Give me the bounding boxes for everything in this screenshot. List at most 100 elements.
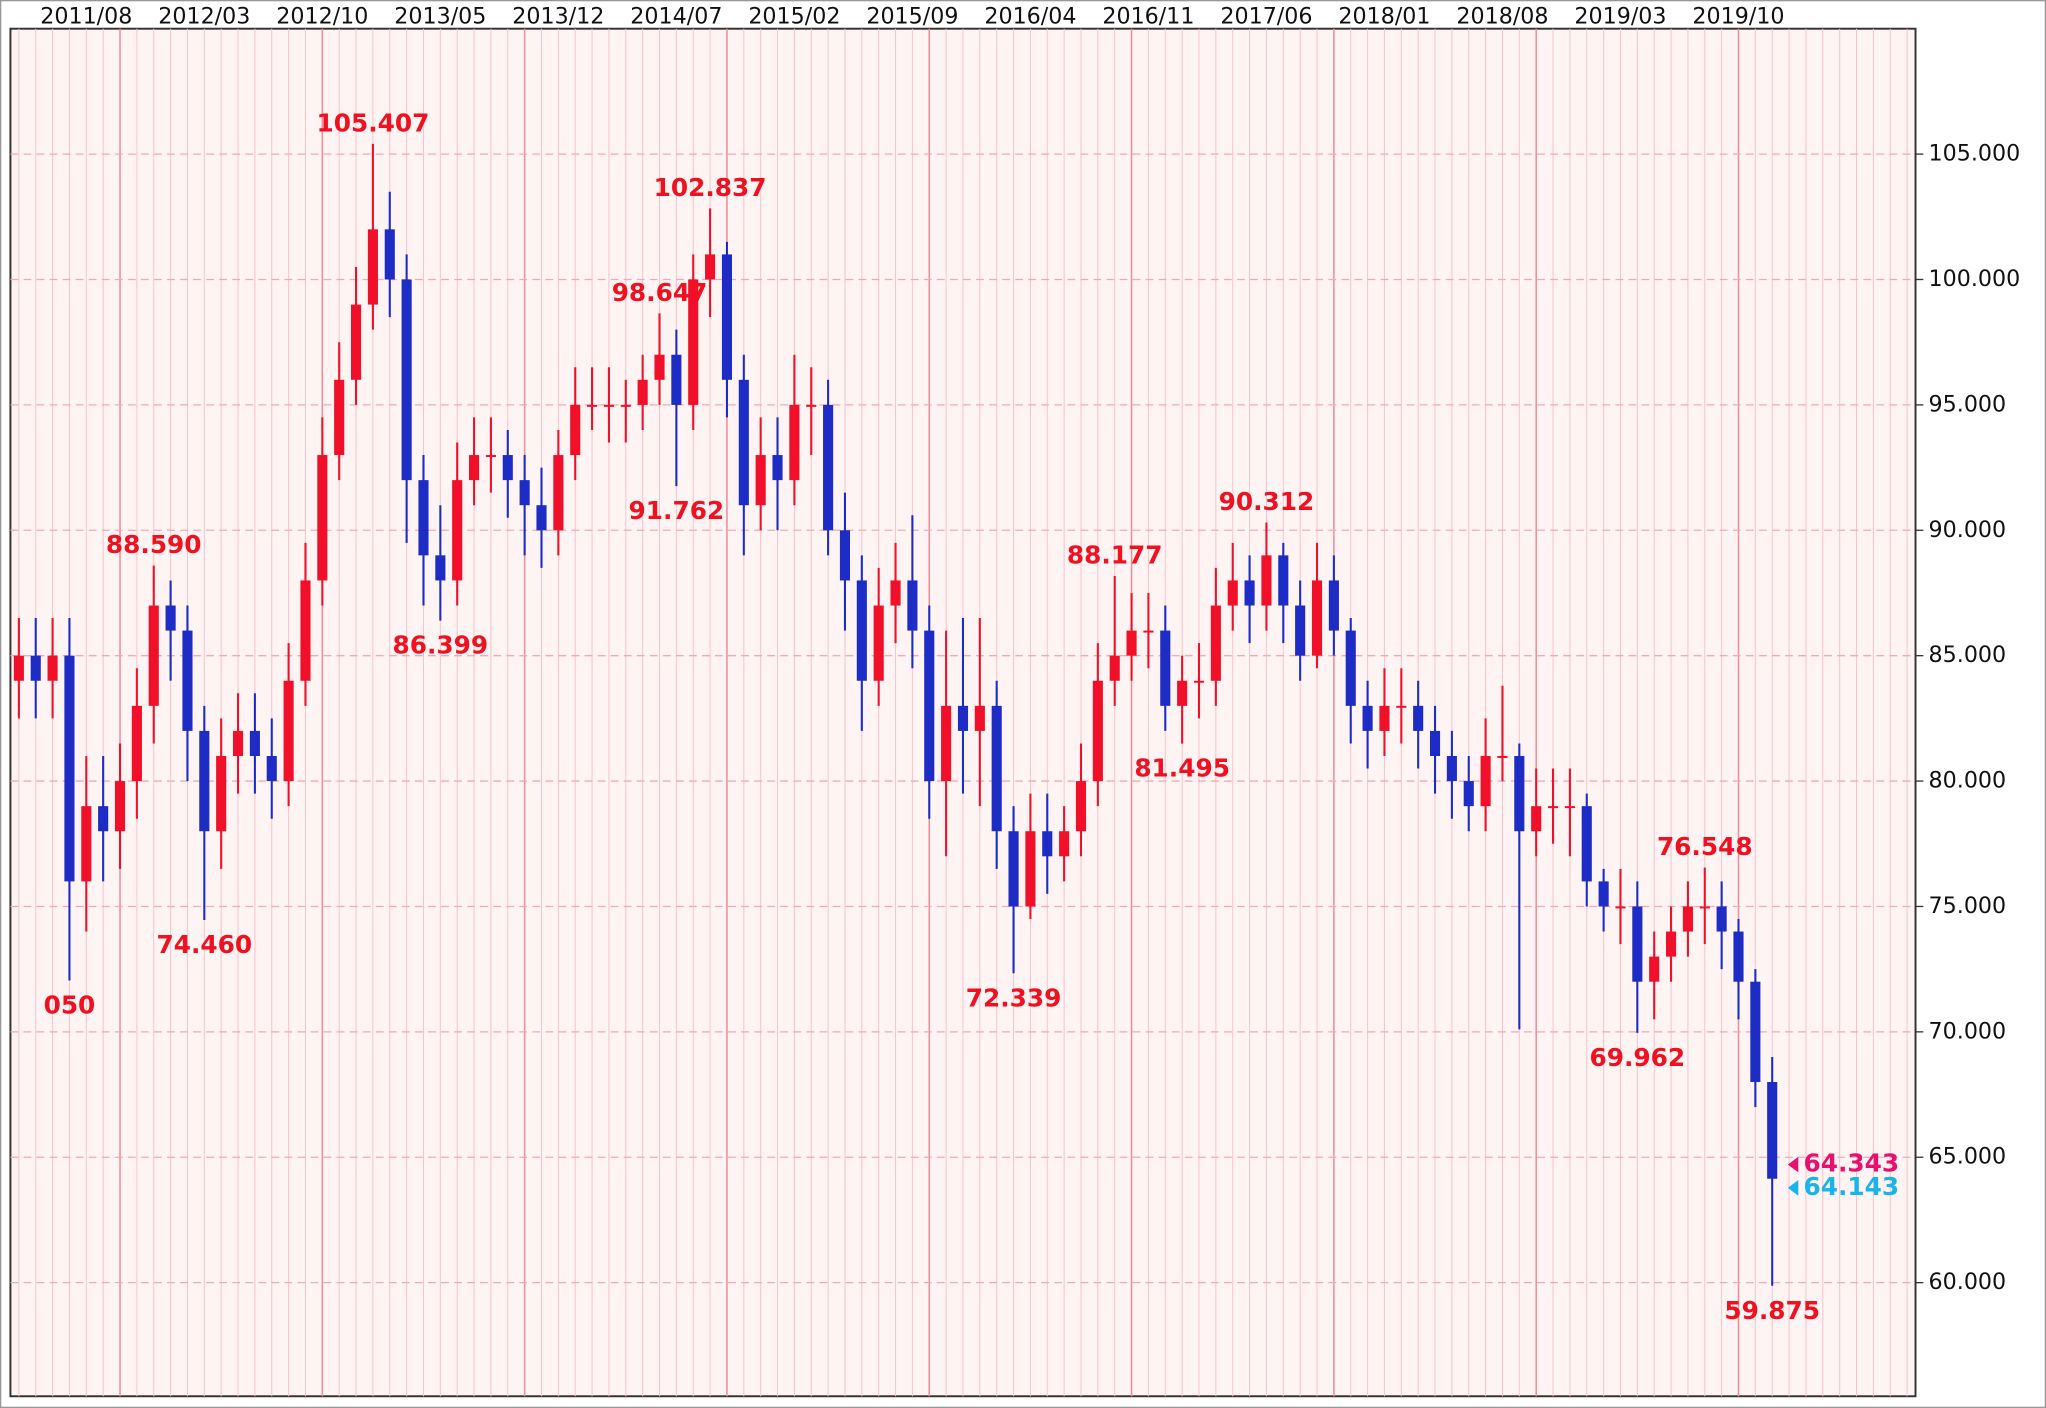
extreme-label: 105.407 (316, 108, 429, 137)
candle-body (401, 279, 412, 481)
x-tick-label: 2011/08 (40, 3, 132, 29)
candle-body (907, 580, 918, 631)
x-tick-label: 2016/04 (984, 3, 1076, 29)
candle-body (1109, 655, 1120, 681)
candle-body (1295, 605, 1306, 656)
candle-body (98, 806, 109, 832)
candle-body (1396, 705, 1407, 708)
candle-body (991, 705, 1002, 832)
candle-body (603, 404, 614, 407)
candle-body (620, 404, 631, 407)
candle-body (435, 555, 446, 581)
candle-body (536, 505, 547, 531)
candle-body (1059, 831, 1070, 857)
candle-body (1716, 906, 1727, 932)
y-tick-label: 95.000 (1929, 391, 2007, 417)
y-tick-label: 100.000 (1929, 266, 2021, 292)
candle-body (587, 404, 598, 407)
extreme-label: 90.312 (1219, 487, 1315, 516)
y-tick-label: 90.000 (1929, 517, 2007, 543)
extreme-label: 91.762 (629, 496, 725, 525)
candle-body (384, 229, 395, 280)
candle-body (1547, 806, 1559, 809)
candle-body (1699, 906, 1710, 909)
candle-body (1767, 1082, 1778, 1179)
candle-body (182, 630, 193, 731)
candle-body (1733, 931, 1744, 982)
x-tick-label: 2018/01 (1338, 3, 1430, 29)
candle-body (1413, 705, 1424, 731)
candle-body (806, 404, 817, 407)
candle-body (1649, 956, 1660, 982)
candle-body (1311, 580, 1323, 656)
candle-body (1042, 831, 1053, 857)
candle-body (1480, 755, 1491, 807)
candle-body (452, 480, 463, 581)
candle-body (1244, 580, 1255, 606)
candle-body (1126, 630, 1137, 656)
candle-body (1666, 931, 1677, 957)
candle-body (1177, 680, 1188, 706)
last-price-label: 64.143 (1804, 1172, 1900, 1201)
candle-body (839, 530, 851, 581)
extreme-label: 050 (44, 991, 96, 1020)
candle-body (317, 455, 328, 581)
candle-body (755, 455, 766, 506)
candle-body (1210, 605, 1221, 681)
candle-body (334, 379, 345, 456)
candle-body (873, 605, 884, 681)
candle-body (283, 680, 294, 782)
candle-body (1328, 580, 1339, 631)
candle-body (114, 781, 126, 832)
x-tick-label: 2019/10 (1692, 3, 1784, 29)
candle-body (1362, 705, 1373, 731)
x-tick-label: 2012/10 (276, 3, 368, 29)
extreme-label: 102.837 (654, 173, 767, 202)
extreme-label: 81.495 (1134, 754, 1230, 783)
candle-body (1143, 630, 1154, 633)
candle-body (1193, 680, 1205, 683)
candle-body (1160, 630, 1171, 706)
candle-body (131, 705, 142, 782)
candle-body (856, 580, 867, 681)
extreme-label: 76.548 (1657, 832, 1753, 861)
candle-body (1429, 730, 1441, 756)
extreme-label: 74.460 (156, 930, 252, 959)
extreme-label: 72.339 (966, 983, 1062, 1012)
candle-body (350, 304, 362, 380)
candle-body (232, 730, 244, 756)
candle-body (1446, 755, 1457, 782)
candle-body (1564, 806, 1575, 809)
candle-body (47, 655, 58, 681)
candle-body (924, 630, 935, 782)
candle-body (300, 580, 311, 681)
candle-body (199, 730, 210, 832)
x-tick-label: 2016/11 (1102, 3, 1194, 29)
x-tick-label: 2012/03 (158, 3, 250, 29)
candle-body (671, 354, 682, 405)
y-tick-label: 105.000 (1929, 141, 2021, 167)
candle-body (1092, 680, 1103, 782)
x-tick-label: 2014/07 (630, 3, 722, 29)
candle-body (64, 655, 75, 882)
candle-body (418, 480, 429, 556)
candle-body (553, 455, 564, 531)
candle-body (1075, 781, 1087, 832)
y-tick-label: 65.000 (1929, 1144, 2007, 1170)
candle-body (266, 755, 277, 782)
candle-body (485, 455, 496, 458)
x-tick-label: 2013/12 (512, 3, 604, 29)
x-tick-label: 2015/02 (748, 3, 840, 29)
candle-body (13, 655, 24, 681)
candle-body (367, 229, 378, 305)
candle-body (1531, 806, 1542, 832)
x-tick-label: 2019/03 (1574, 3, 1666, 29)
candle-body (1682, 906, 1693, 932)
x-tick-label: 2013/05 (394, 3, 486, 29)
candle-body (772, 455, 783, 481)
extreme-label: 59.875 (1724, 1296, 1820, 1325)
candle-body (823, 404, 834, 531)
candle-body (974, 705, 985, 731)
